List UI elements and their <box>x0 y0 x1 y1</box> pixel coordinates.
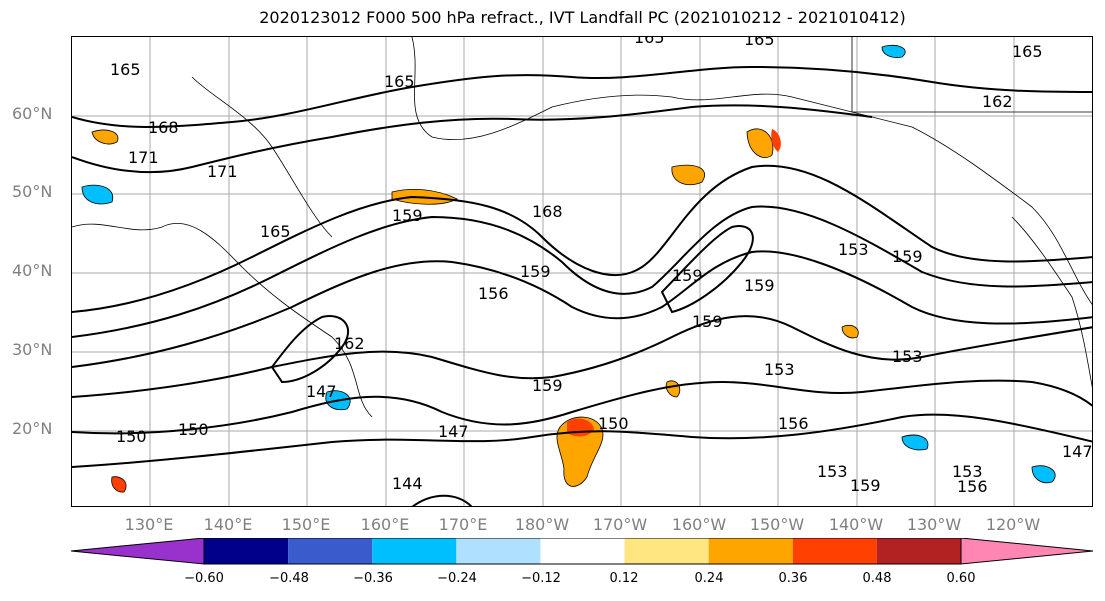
lon-label-160w: 160°W <box>671 515 727 534</box>
coastlines <box>72 37 1092 418</box>
negative-anomaly-patch <box>81 184 114 205</box>
lon-label-150w: 150°W <box>749 515 805 534</box>
contour-label: 147 <box>438 422 469 441</box>
contour-label: 150 <box>116 427 147 446</box>
colorbar-tick-label: 0.48 <box>862 571 892 586</box>
colorbar-extend-right <box>960 538 1093 565</box>
contour-label: 162 <box>982 92 1013 111</box>
lon-label-170w: 170°W <box>592 515 648 534</box>
contour-label: 162 <box>334 334 365 353</box>
contour-label: 147 <box>306 382 337 401</box>
colorbar-tick-label: −0.24 <box>437 571 477 586</box>
colorbar-tick-label: 0.36 <box>778 571 808 586</box>
contour-label: 159 <box>532 376 563 395</box>
colorbar <box>71 538 1093 565</box>
lat-label-40n: 40°N <box>12 261 53 280</box>
contour-label: 159 <box>672 266 703 285</box>
colorbar-tick-label: −0.48 <box>269 571 309 586</box>
anomaly-patches <box>81 44 1056 493</box>
lon-label-140e: 140°E <box>203 515 253 534</box>
map-plot: 165 165 165 168 171 171 165 159 168 165 … <box>72 37 1093 506</box>
lon-label-150e: 150°E <box>281 515 331 534</box>
lon-label-180w: 180°W <box>514 515 570 534</box>
colorbar-segment <box>204 538 289 564</box>
contour-label: 159 <box>892 247 923 266</box>
contour-label: 156 <box>478 284 509 303</box>
refractivity-contours <box>72 65 1092 506</box>
positive-anomaly-patch <box>556 416 604 487</box>
contour-label: 159 <box>744 276 775 295</box>
positive-anomaly-patch <box>91 129 119 145</box>
negative-anomaly-patch <box>1031 465 1056 484</box>
contour-label: 144 <box>392 474 423 493</box>
lon-label-160e: 160°E <box>360 515 410 534</box>
colorbar-segments <box>203 538 962 565</box>
lon-label-130w: 130°W <box>906 515 962 534</box>
contour-label: 165 <box>744 37 775 49</box>
contour-label: 171 <box>207 162 238 181</box>
lat-label-20n: 20°N <box>12 419 53 438</box>
map-title: 2020123012 F000 500 hPa refract., IVT La… <box>259 8 906 27</box>
positive-anomaly-patch <box>746 128 774 158</box>
colorbar-tick-label: −0.60 <box>184 571 224 586</box>
contour-label: 150 <box>178 420 209 439</box>
lat-label-50n: 50°N <box>12 182 53 201</box>
colorbar-extend-left <box>71 538 205 565</box>
lat-label-30n: 30°N <box>12 340 53 359</box>
contour-label: 159 <box>392 206 423 225</box>
contour-label: 159 <box>692 312 723 331</box>
contour-label: 153 <box>838 240 869 259</box>
contour-label: 168 <box>148 118 179 137</box>
lon-label-140w: 140°W <box>828 515 884 534</box>
colorbar-tick-label: 0.12 <box>609 571 639 586</box>
contour-label: 153 <box>764 360 795 379</box>
colorbar-segment <box>540 538 625 564</box>
lat-label-60n: 60°N <box>12 104 53 123</box>
colorbar-segment <box>792 538 877 564</box>
colorbar-segment <box>708 538 793 564</box>
contour-label: 168 <box>532 202 563 221</box>
negative-anomaly-patch <box>881 44 906 58</box>
negative-anomaly-patch <box>901 434 929 451</box>
positive-anomaly-patch <box>671 164 705 186</box>
colorbar-segment <box>456 538 541 564</box>
contour-label: 165 <box>260 222 291 241</box>
contour-label: 165 <box>110 60 141 79</box>
contour-label: 171 <box>128 148 159 167</box>
lon-label-130e: 130°E <box>124 515 174 534</box>
contour-label: 159 <box>520 262 551 281</box>
contour-label: 159 <box>850 476 881 495</box>
contour-label: 153 <box>892 347 923 366</box>
lon-label-170e: 170°E <box>438 515 488 534</box>
positive-anomaly-patch <box>841 324 859 339</box>
contour-label: 153 <box>952 462 983 481</box>
colorbar-tick-label: −0.12 <box>521 571 561 586</box>
colorbar-tick-label: 0.60 <box>946 571 976 586</box>
contour-label: 147 <box>1062 442 1093 461</box>
contour-label: 165 <box>384 72 415 91</box>
lon-label-120w: 120°W <box>985 515 1041 534</box>
contour-label: 156 <box>778 414 809 433</box>
contour-label: 165 <box>1012 42 1043 61</box>
contour-label: 150 <box>598 414 629 433</box>
contour-label: 165 <box>634 37 665 47</box>
colorbar-segment <box>624 538 709 564</box>
contour-labels: 165 165 165 168 171 171 165 159 168 165 … <box>110 37 1093 496</box>
contour-label: 156 <box>957 477 988 496</box>
colorbar-segment <box>288 538 373 564</box>
strong-positive-anomaly-patch <box>111 476 127 493</box>
colorbar-tick-label: −0.36 <box>353 571 393 586</box>
contour-label: 153 <box>817 462 848 481</box>
positive-anomaly-patch <box>665 380 681 398</box>
colorbar-tick-label: 0.24 <box>694 571 724 586</box>
colorbar-segment <box>876 538 961 564</box>
map-panel: 165 165 165 168 171 171 165 159 168 165 … <box>71 36 1093 507</box>
strong-positive-anomaly-patch <box>771 129 781 152</box>
colorbar-segment <box>372 538 457 564</box>
